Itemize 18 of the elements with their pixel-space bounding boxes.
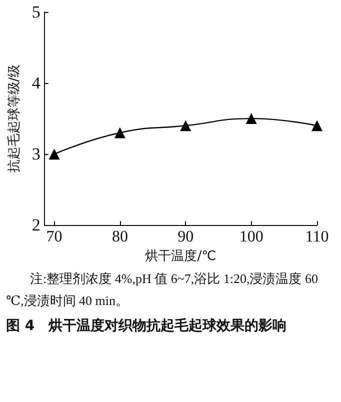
text: 注:整理剂浓度 4%,pH 值 6~7,浴比 1:20,浸渍温度 60 ℃,浸渍时间 40 min。	[5, 270, 319, 310]
point	[48, 148, 60, 160]
text: 图 4 烘干温度对织物抗起毛起球效果的影响	[5, 316, 288, 336]
x-tick-label: 70	[46, 228, 62, 246]
y-tick-label: 2	[32, 216, 40, 235]
y-tick-label: 3	[32, 144, 40, 164]
x-tick-label: 110	[305, 228, 329, 246]
x-tick-label: 80	[112, 228, 128, 246]
x-tick-label: 90	[178, 228, 194, 246]
y-tick-label: 5	[32, 2, 40, 22]
point	[246, 113, 257, 124]
x-axis-title: 烘干温度/℃	[145, 248, 216, 264]
y-tick-label: 4	[32, 74, 41, 93]
x-tick-label: 100	[239, 228, 264, 246]
point	[114, 127, 126, 138]
y-axis-title: 抗起毛起球等级/级	[7, 64, 22, 173]
point	[180, 120, 192, 132]
point	[312, 120, 322, 132]
